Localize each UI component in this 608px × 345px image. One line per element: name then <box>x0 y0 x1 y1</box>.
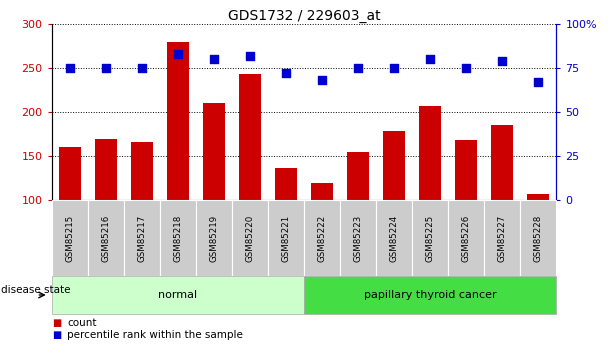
Text: GSM85222: GSM85222 <box>317 215 326 262</box>
Bar <box>59 147 80 200</box>
Text: GSM85215: GSM85215 <box>65 215 74 262</box>
Point <box>209 57 219 62</box>
Text: GSM85217: GSM85217 <box>137 215 147 262</box>
Bar <box>528 194 549 200</box>
Point <box>65 66 75 71</box>
Bar <box>491 125 513 200</box>
Text: normal: normal <box>158 290 198 300</box>
Title: GDS1732 / 229603_at: GDS1732 / 229603_at <box>227 9 381 23</box>
Point <box>137 66 147 71</box>
Text: GSM85220: GSM85220 <box>246 215 254 262</box>
Point <box>101 66 111 71</box>
Bar <box>203 104 225 200</box>
Point <box>317 78 327 83</box>
Bar <box>383 131 405 200</box>
Point <box>426 57 435 62</box>
Bar <box>167 42 188 200</box>
Text: GSM85228: GSM85228 <box>534 215 543 262</box>
Bar <box>131 142 153 200</box>
Text: GSM85218: GSM85218 <box>173 215 182 262</box>
Point <box>173 51 183 57</box>
Point <box>281 71 291 76</box>
Point <box>389 66 399 71</box>
Bar <box>455 140 477 200</box>
Bar <box>95 139 117 200</box>
Point <box>353 66 363 71</box>
Text: percentile rank within the sample: percentile rank within the sample <box>67 330 243 339</box>
Point <box>497 58 507 64</box>
Bar <box>420 106 441 200</box>
Text: GSM85225: GSM85225 <box>426 215 435 262</box>
Text: count: count <box>67 318 97 327</box>
Text: papillary thyroid cancer: papillary thyroid cancer <box>364 290 497 300</box>
Text: GSM85226: GSM85226 <box>461 215 471 262</box>
Point <box>533 79 543 85</box>
Text: ■: ■ <box>52 330 61 339</box>
Text: disease state: disease state <box>1 285 70 295</box>
Text: GSM85224: GSM85224 <box>390 215 399 262</box>
Point <box>245 53 255 59</box>
Bar <box>275 168 297 200</box>
Text: ■: ■ <box>52 318 61 327</box>
Text: GSM85216: GSM85216 <box>102 215 110 262</box>
Point <box>461 66 471 71</box>
Text: GSM85221: GSM85221 <box>282 215 291 262</box>
Bar <box>239 74 261 200</box>
Text: GSM85227: GSM85227 <box>498 215 506 262</box>
Text: GSM85223: GSM85223 <box>354 215 362 262</box>
Text: GSM85219: GSM85219 <box>209 215 218 262</box>
Bar <box>347 152 369 200</box>
Bar <box>311 183 333 200</box>
